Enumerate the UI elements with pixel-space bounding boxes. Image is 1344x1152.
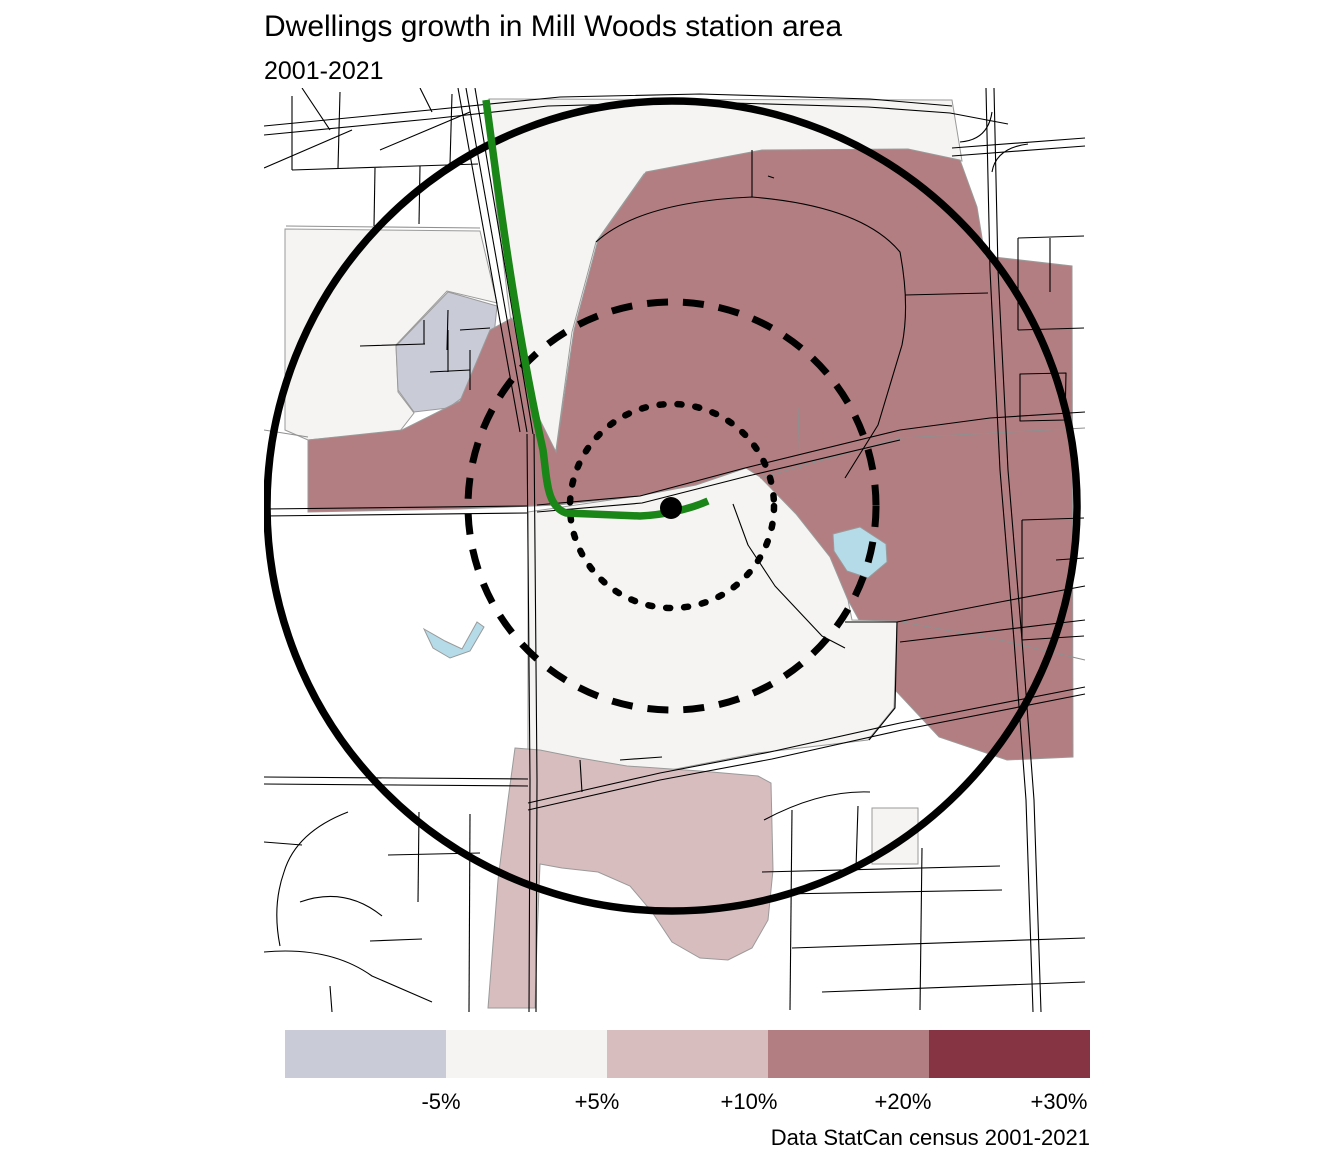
legend-swatch-minus5-to-plus5	[446, 1030, 607, 1078]
tract-medium-growth-pink-south	[487, 747, 774, 1009]
water-bodies	[422, 526, 888, 659]
middle-ring-dashed	[464, 298, 880, 714]
data-source-caption: Data StatCan census 2001-2021	[770, 1125, 1090, 1150]
pond-east	[832, 526, 888, 579]
legend-tick-plus10: +10%	[720, 1089, 778, 1114]
legend-swatch-below-minus5	[285, 1030, 446, 1078]
choropleth-tracts	[284, 98, 1074, 1009]
inner-ring-dotted	[566, 400, 778, 612]
legend-tick-plus5: +5%	[574, 1089, 620, 1114]
distance-rings	[264, 97, 1081, 915]
page-title: Dwellings growth in Mill Woods station a…	[264, 10, 843, 43]
lrt-line	[482, 99, 710, 520]
legend-tick-plus20: +20%	[874, 1089, 932, 1114]
legend-swatch-plus20-to-plus30	[929, 1030, 1090, 1078]
station-marker	[660, 497, 682, 519]
legend-colorbar	[285, 1030, 1090, 1078]
pond-west	[422, 621, 485, 659]
page-subtitle: 2001-2021	[264, 57, 384, 85]
tract-low-growth-station-wedge	[527, 467, 898, 793]
outer-ring-solid	[264, 97, 1081, 915]
legend-swatch-plus10-to-plus20	[768, 1030, 929, 1078]
legend-tick-plus30: +30%	[1030, 1089, 1088, 1114]
street-network	[264, 88, 1086, 1012]
legend-swatch-plus5-to-plus10	[607, 1030, 768, 1078]
legend-tick-minus5: -5%	[421, 1089, 461, 1114]
